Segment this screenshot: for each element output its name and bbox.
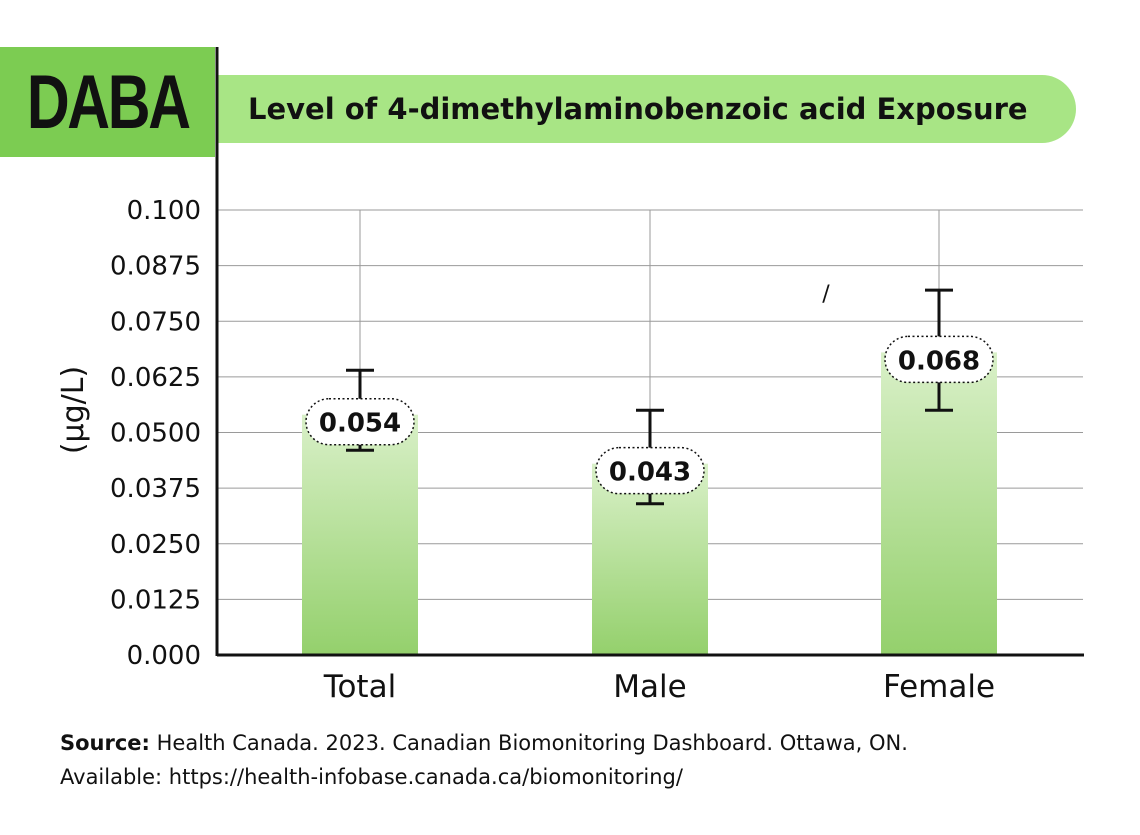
y-tick-label: 0.0875	[110, 252, 201, 282]
y-tick-label: 0.0750	[110, 307, 201, 337]
x-tick-label: Male	[613, 669, 686, 705]
source-text: Health Canada. 2023. Canadian Biomonitor…	[149, 731, 908, 755]
value-label-total: 0.054	[305, 397, 415, 446]
badge-label: DABA	[26, 59, 191, 145]
source-note: Source: Health Canada. 2023. Canadian Bi…	[60, 726, 908, 794]
y-tick-label: 0.000	[127, 641, 201, 671]
value-label-female: 0.068	[884, 335, 994, 384]
x-tick-label: Total	[323, 669, 396, 705]
y-tick-label: 0.0125	[110, 585, 201, 615]
annotation-slash: /	[822, 282, 830, 307]
source-url: Available: https://health-infobase.canad…	[60, 765, 683, 789]
y-axis-label: (µg/L)	[56, 366, 91, 454]
title-banner: Level of 4-dimethylaminobenzoic acid Exp…	[216, 75, 1076, 143]
source-label: Source:	[60, 731, 150, 755]
value-label-male: 0.043	[595, 446, 705, 495]
abbreviation-badge: DABA	[0, 47, 215, 157]
y-tick-label: 0.0250	[110, 530, 201, 560]
svg-text:0.043: 0.043	[609, 458, 691, 488]
x-tick-label: Female	[883, 669, 995, 705]
labels: 0.000 0.0125 0.0250 0.0375 0.0500 0.0625 0.075…	[56, 196, 995, 705]
axes	[215, 47, 1084, 657]
svg-text:0.054: 0.054	[319, 409, 401, 439]
y-tick-label: 0.0500	[110, 419, 201, 449]
y-tick-label: 0.0375	[110, 474, 201, 504]
y-tick-label: 0.0625	[110, 363, 201, 393]
y-tick-label: 0.100	[127, 196, 201, 226]
svg-text:0.068: 0.068	[898, 346, 980, 376]
bar-total	[302, 414, 418, 655]
chart-title: Level of 4-dimethylaminobenzoic acid Exp…	[248, 92, 1028, 126]
